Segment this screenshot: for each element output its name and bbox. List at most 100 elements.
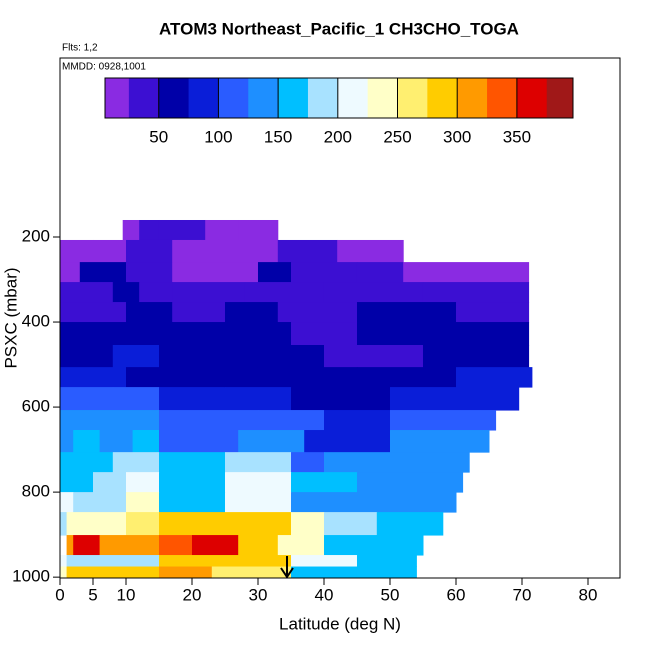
heat-cell [389, 452, 470, 473]
heat-cell [158, 410, 259, 431]
heat-cell [211, 566, 292, 578]
colorbar-swatch [158, 78, 190, 118]
heat-cell [60, 387, 114, 411]
heat-cell [356, 472, 464, 493]
x-tick-label: 20 [183, 585, 202, 604]
heat-cell [323, 282, 424, 303]
y-tick-label: 400 [22, 312, 50, 331]
heat-cell [224, 452, 292, 473]
heat-cell [290, 262, 358, 283]
x-tick-label: 50 [381, 585, 400, 604]
colorbar-tick-label: 250 [383, 127, 411, 146]
heat-cell [238, 219, 279, 241]
heat-cell [455, 302, 530, 323]
heat-cell [158, 219, 206, 241]
heat-cell [172, 282, 246, 303]
heat-cell [66, 535, 74, 556]
heat-cell [139, 282, 173, 303]
heat-cell [238, 430, 305, 453]
heat-cell [139, 219, 160, 241]
y-tick-label: 800 [22, 482, 50, 501]
heat-cell [244, 282, 325, 303]
heat-cell [277, 302, 358, 323]
heat-cell [455, 367, 533, 388]
heat-cell [60, 555, 68, 568]
heat-cell [172, 302, 226, 323]
heat-cell [356, 262, 404, 283]
heat-cell [205, 219, 239, 241]
heat-cell [277, 535, 325, 556]
heat-cell [158, 387, 226, 411]
heat-cell [158, 492, 226, 513]
heat-cell [224, 387, 292, 411]
heat-cell [158, 430, 239, 453]
colorbar-tick-label: 50 [149, 127, 168, 146]
colorbar-swatch [397, 78, 428, 118]
heat-cell [257, 410, 325, 431]
x-tick-label: 10 [117, 585, 136, 604]
heat-cell [125, 512, 160, 536]
heat-cell [122, 219, 140, 241]
heat-cell [290, 555, 358, 568]
heat-cell [60, 344, 114, 368]
heat-cell [73, 430, 101, 453]
heat-cell [60, 239, 94, 263]
heat-cell [403, 262, 530, 283]
heat-cell [356, 302, 457, 323]
heat-cell [60, 566, 68, 578]
heat-cell [290, 512, 325, 536]
heat-cell [99, 430, 134, 453]
heat-cell [455, 322, 530, 346]
heat-cell [112, 452, 160, 473]
heat-cell [60, 302, 127, 323]
colorbar-swatch [457, 78, 488, 118]
heat-cell [158, 472, 226, 493]
colorbar-swatch [188, 78, 219, 118]
heat-cell [218, 239, 279, 263]
heat-cell [60, 472, 94, 493]
heat-cell [238, 535, 279, 556]
heat-cell [60, 430, 74, 453]
x-tick-label: 60 [447, 585, 466, 604]
heat-cell [224, 492, 292, 513]
colorbar-tick-label: 150 [264, 127, 292, 146]
colorbar-swatch [248, 78, 279, 118]
colorbar-swatch [546, 78, 574, 118]
heat-cell [112, 282, 140, 303]
colorbar-swatch [487, 78, 518, 118]
heat-cell [290, 566, 358, 578]
subtitle: Flts: 1,2 [62, 43, 98, 54]
heat-cell [158, 566, 213, 578]
heat-cell [125, 322, 173, 346]
x-tick-label: 0 [55, 585, 64, 604]
y-axis-label: PSXC (mbar) [1, 267, 20, 368]
x-tick-label: 5 [88, 585, 97, 604]
heat-cell [389, 387, 457, 411]
heat-cell [158, 555, 292, 568]
heatmap [60, 219, 533, 578]
x-tick-label: 80 [579, 585, 598, 604]
heat-cell [356, 492, 457, 513]
heat-cell [99, 535, 160, 556]
heat-cell [323, 512, 378, 536]
y-tick-label: 600 [22, 397, 50, 416]
heat-cell [172, 239, 219, 263]
colorbar-swatch [427, 78, 458, 118]
heat-cell [376, 535, 424, 556]
heat-cell [158, 344, 259, 368]
heat-cell [125, 367, 160, 388]
colorbar-frame [104, 77, 574, 119]
heat-cell [224, 302, 279, 323]
heat-cell [60, 512, 68, 536]
heat-cell [257, 344, 325, 368]
colorbar-swatch [218, 78, 249, 118]
colorbar-tick-label: 300 [443, 127, 471, 146]
heat-cell [66, 566, 160, 578]
heat-cell [172, 262, 259, 283]
heat-cell [79, 262, 127, 283]
heat-cell [290, 492, 358, 513]
heat-cell [356, 555, 417, 568]
heat-cell [257, 367, 358, 388]
heat-cell [158, 367, 259, 388]
